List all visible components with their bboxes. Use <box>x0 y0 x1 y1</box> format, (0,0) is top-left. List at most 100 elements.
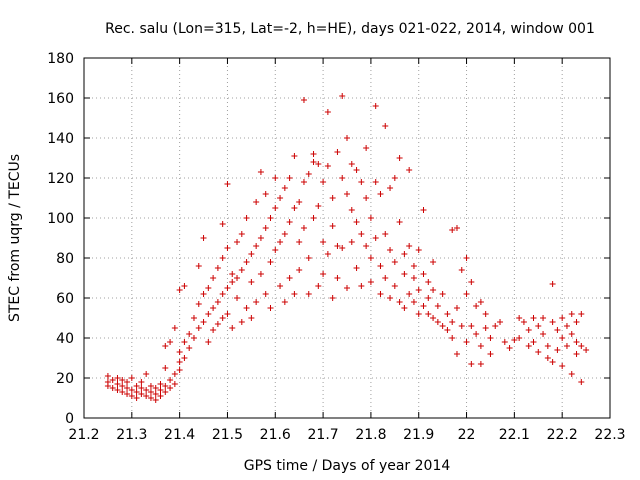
data-point <box>444 327 451 333</box>
data-point <box>415 311 422 317</box>
y-axis-label: STEC from uqrg / TECUs <box>7 154 23 322</box>
data-point <box>358 283 365 289</box>
data-point <box>152 397 159 403</box>
data-point <box>348 161 355 167</box>
x-tick-label: 22.2 <box>547 427 578 443</box>
data-point <box>243 259 250 265</box>
data-point <box>224 311 231 317</box>
data-point <box>219 221 226 227</box>
data-point <box>559 315 566 321</box>
data-point <box>473 303 480 309</box>
data-point <box>372 103 379 109</box>
data-point <box>401 305 408 311</box>
data-point <box>329 295 336 301</box>
data-point <box>324 251 331 257</box>
data-point <box>382 275 389 281</box>
data-point <box>406 167 413 173</box>
data-point <box>248 279 255 285</box>
data-point <box>568 331 575 337</box>
data-point <box>219 255 226 261</box>
data-point <box>573 339 580 345</box>
data-points <box>104 93 590 403</box>
data-point <box>401 251 408 257</box>
data-point <box>133 395 140 401</box>
data-point <box>391 259 398 265</box>
data-point <box>109 385 116 391</box>
y-tick-label: 20 <box>56 371 74 387</box>
data-point <box>387 295 394 301</box>
data-point <box>415 247 422 253</box>
data-point <box>186 345 193 351</box>
axis-ticks <box>83 57 611 419</box>
x-tick-label: 21.4 <box>164 427 195 443</box>
data-point <box>367 255 374 261</box>
data-point <box>511 337 518 343</box>
data-point <box>104 383 111 389</box>
data-point <box>540 331 547 337</box>
data-point <box>128 387 135 393</box>
data-point <box>396 219 403 225</box>
data-point <box>300 97 307 103</box>
data-point <box>200 235 207 241</box>
data-point <box>568 311 575 317</box>
data-point <box>463 291 470 297</box>
data-point <box>119 377 126 383</box>
data-point <box>234 295 241 301</box>
data-point <box>262 291 269 297</box>
data-point <box>439 291 446 297</box>
data-point <box>387 247 394 253</box>
data-point <box>200 319 207 325</box>
data-point <box>339 245 346 251</box>
data-point <box>320 271 327 277</box>
data-point <box>430 315 437 321</box>
data-point <box>277 195 284 201</box>
data-point <box>540 315 547 321</box>
data-point <box>482 311 489 317</box>
data-point <box>167 377 174 383</box>
chart-title: Rec. salu (Lon=315, Lat=-2, h=HE), days … <box>105 21 595 37</box>
data-point <box>147 395 154 401</box>
data-point <box>339 175 346 181</box>
data-point <box>224 181 231 187</box>
data-point <box>109 377 116 383</box>
data-point <box>387 185 394 191</box>
data-point <box>410 275 417 281</box>
data-point <box>138 379 145 385</box>
data-point <box>253 299 260 305</box>
x-tick-label: 22.1 <box>499 427 530 443</box>
data-point <box>257 169 264 175</box>
data-point <box>453 225 460 231</box>
data-point <box>162 343 169 349</box>
data-point <box>257 235 264 241</box>
data-point <box>477 343 484 349</box>
y-tick-label: 180 <box>47 51 74 67</box>
data-point <box>468 361 475 367</box>
data-point <box>334 243 341 249</box>
data-point <box>210 275 217 281</box>
data-point <box>372 179 379 185</box>
data-point <box>162 389 169 395</box>
x-tick-label: 21.6 <box>260 427 291 443</box>
data-point <box>143 371 150 377</box>
data-point <box>229 271 236 277</box>
data-point <box>324 163 331 169</box>
data-point <box>190 315 197 321</box>
data-point <box>444 311 451 317</box>
data-point <box>382 231 389 237</box>
data-point <box>176 349 183 355</box>
data-point <box>176 367 183 373</box>
data-point <box>410 263 417 269</box>
data-point <box>286 219 293 225</box>
data-point <box>516 315 523 321</box>
data-point <box>167 385 174 391</box>
data-point <box>243 305 250 311</box>
data-point <box>310 215 317 221</box>
data-point <box>300 179 307 185</box>
data-point <box>320 239 327 245</box>
data-point <box>138 391 145 397</box>
tick-labels: 21.2 21.3 21.4 21.5 21.6 21.7 21.8 21.9 22 22.1 22… <box>47 51 625 443</box>
data-point <box>468 323 475 329</box>
x-tick-label: 21.5 <box>212 427 243 443</box>
data-point <box>238 319 245 325</box>
data-point <box>578 311 585 317</box>
